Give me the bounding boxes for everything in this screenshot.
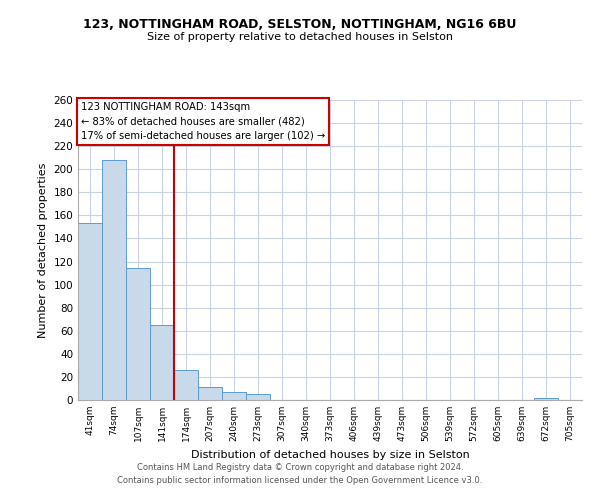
X-axis label: Distribution of detached houses by size in Selston: Distribution of detached houses by size … [191,450,469,460]
Bar [126,268,150,400]
Bar [534,398,558,400]
Bar [102,160,126,400]
Y-axis label: Number of detached properties: Number of detached properties [38,162,48,338]
Text: 123 NOTTINGHAM ROAD: 143sqm
← 83% of detached houses are smaller (482)
17% of se: 123 NOTTINGHAM ROAD: 143sqm ← 83% of det… [80,102,325,141]
Bar [222,392,246,400]
Bar [198,388,222,400]
Text: Size of property relative to detached houses in Selston: Size of property relative to detached ho… [147,32,453,42]
Text: 123, NOTTINGHAM ROAD, SELSTON, NOTTINGHAM, NG16 6BU: 123, NOTTINGHAM ROAD, SELSTON, NOTTINGHA… [83,18,517,30]
Bar [174,370,198,400]
Text: Contains public sector information licensed under the Open Government Licence v3: Contains public sector information licen… [118,476,482,485]
Text: Contains HM Land Registry data © Crown copyright and database right 2024.: Contains HM Land Registry data © Crown c… [137,464,463,472]
Bar [78,224,102,400]
Bar [150,325,174,400]
Bar [246,394,270,400]
